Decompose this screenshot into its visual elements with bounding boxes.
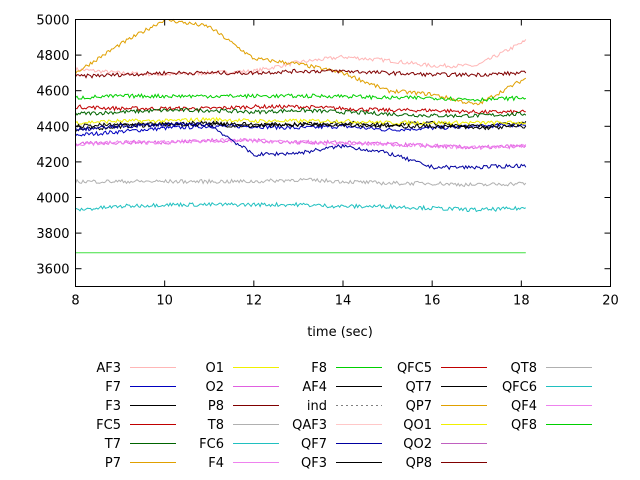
series-line-af3: [75, 39, 527, 77]
x-tick-label: 8: [71, 294, 79, 309]
legend-label: QAF3: [292, 418, 327, 433]
legend-label: QP8: [406, 456, 432, 471]
axis-ticks: 8 10 12 14 16 18 20 3600 3800 4000 4200 4400 4600 480…: [36, 14, 618, 309]
x-axis-label: time (sec): [307, 325, 373, 340]
series-line-t7: [75, 107, 527, 119]
x-tick-label: 10: [156, 294, 173, 309]
legend-label: P8: [208, 399, 224, 414]
legend-label: QF3: [301, 456, 327, 471]
y-tick-label: 4200: [36, 156, 69, 171]
y-tick-label: 4400: [36, 120, 69, 135]
series-line-qf7: [75, 121, 527, 171]
legend-label: F8: [311, 361, 327, 376]
legend-label: P7: [105, 456, 121, 471]
legend-label: QFC5: [397, 361, 432, 376]
legend-label: FC5: [96, 418, 121, 433]
legend-label: T7: [104, 437, 121, 452]
x-tick-label: 18: [513, 294, 530, 309]
series-line-f8: [75, 93, 526, 102]
plot-frame: [75, 19, 611, 287]
x-tick-label: 14: [335, 294, 352, 309]
legend-label: QO2: [403, 437, 432, 452]
legend-label: FC6: [199, 437, 224, 452]
y-tick-label: 4800: [36, 49, 69, 64]
y-tick-label: 5000: [36, 14, 69, 29]
y-tick-label: 3800: [36, 227, 69, 242]
series-line-p7: [75, 18, 527, 106]
legend-label: QF8: [511, 418, 537, 433]
series-line-fc5: [75, 103, 526, 116]
legend-label: O1: [205, 361, 224, 376]
legend-label: F3: [105, 399, 121, 414]
legend-label: QF4: [511, 399, 537, 414]
legend-label: ind: [307, 399, 327, 414]
series-line-fc6: [75, 201, 526, 213]
series-line-o2: [75, 137, 527, 150]
series-line-o1: [75, 116, 527, 126]
series-line-p8: [75, 68, 527, 79]
legend: AF3 F7 F3 FC5 T7 P7 O1 O2 P8 T8 FC6 F4 F8 AF4 ind QAF3 Q…: [96, 361, 592, 471]
legend-label: F7: [105, 380, 121, 395]
legend-label: QT7: [406, 380, 432, 395]
legend-label: T8: [207, 418, 224, 433]
x-tick-label: 12: [246, 294, 263, 309]
series-line-af4: [75, 120, 527, 131]
series-line-f4: [75, 137, 527, 151]
x-tick-label: 16: [424, 294, 441, 309]
legend-label: AF3: [96, 361, 121, 376]
legend-label: F4: [208, 456, 224, 471]
y-tick-label: 3600: [36, 263, 69, 278]
legend-label: QP7: [406, 399, 432, 414]
x-tick-label: 20: [602, 294, 619, 309]
legend-label: AF4: [302, 380, 327, 395]
y-tick-label: 4600: [36, 85, 69, 100]
plot-series-group: [75, 18, 527, 254]
legend-label: QT8: [511, 361, 537, 376]
legend-label: O2: [205, 380, 224, 395]
series-line-t8: [75, 177, 527, 188]
y-tick-label: 4000: [36, 192, 69, 207]
legend-label: QO1: [403, 418, 432, 433]
legend-label: QFC6: [502, 380, 537, 395]
legend-label: QF7: [301, 437, 327, 452]
